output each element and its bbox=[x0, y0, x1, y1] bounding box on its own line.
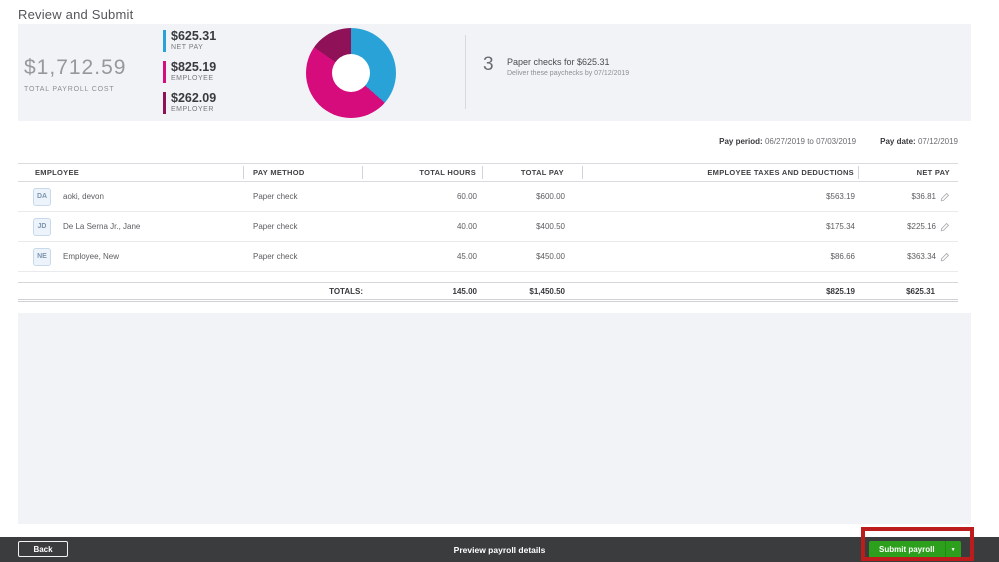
table-row: DA aoki, devon Paper check 60.00 $600.00… bbox=[18, 182, 958, 212]
legend-amount: $825.19 bbox=[171, 60, 217, 74]
total-payroll-cost: $1,712.59 TOTAL PAYROLL COST bbox=[24, 56, 126, 93]
lower-background-area bbox=[18, 313, 971, 524]
legend-label: EMPLOYEE bbox=[171, 75, 214, 82]
submit-dropdown-arrow[interactable]: ▼ bbox=[944, 541, 961, 558]
legend-color-bar bbox=[163, 61, 166, 83]
legend-item-net-pay: $625.31 NET PAY bbox=[163, 30, 216, 54]
column-header-total-hours: TOTAL HOURS bbox=[363, 166, 483, 179]
legend-label: EMPLOYER bbox=[171, 106, 214, 113]
payroll-summary-panel: $1,712.59 TOTAL PAYROLL COST $625.31 NET… bbox=[18, 24, 971, 121]
avatar: JD bbox=[33, 217, 51, 236]
table-totals-row: TOTALS: 145.00 $1,450.50 $825.19 $625.31 bbox=[18, 282, 958, 302]
panel-divider bbox=[465, 35, 466, 109]
totals-hours: 145.00 bbox=[452, 286, 477, 296]
net-pay-cell: $225.16 bbox=[859, 222, 958, 232]
taxes-deductions-cell: $563.19 bbox=[826, 192, 855, 201]
totals-taxes: $825.19 bbox=[826, 286, 855, 296]
total-hours-cell: 45.00 bbox=[456, 252, 477, 261]
column-header-total-pay: TOTAL PAY bbox=[483, 166, 583, 179]
table-gap-row bbox=[18, 272, 958, 282]
legend-amount: $625.31 bbox=[171, 29, 217, 43]
employee-name: De La Serna Jr., Jane bbox=[63, 222, 141, 231]
total-hours-cell: 60.00 bbox=[456, 192, 477, 201]
pay-date: Pay date: 07/12/2019 bbox=[880, 137, 958, 146]
pay-date-value: 07/12/2019 bbox=[917, 137, 958, 146]
employee-cell: JD De La Serna Jr., Jane bbox=[18, 217, 244, 236]
column-header-pay-method: PAY METHOD bbox=[244, 166, 363, 179]
edit-net-pay-icon[interactable] bbox=[940, 252, 950, 262]
column-header-taxes-deductions: EMPLOYEE TAXES AND DEDUCTIONS bbox=[583, 166, 859, 179]
taxes-deductions-cell: $175.34 bbox=[826, 222, 855, 231]
submit-payroll-label[interactable]: Submit payroll bbox=[879, 545, 935, 554]
net-pay-cell: $36.81 bbox=[859, 192, 958, 202]
table-row: JD De La Serna Jr., Jane Paper check 40.… bbox=[18, 212, 958, 242]
back-button[interactable]: Back bbox=[18, 541, 68, 557]
payroll-legend: $625.31 NET PAY $825.19 EMPLOYEE $262.09… bbox=[163, 30, 216, 123]
edit-net-pay-icon[interactable] bbox=[940, 192, 950, 202]
totals-label: TOTALS: bbox=[329, 286, 363, 296]
totals-pay: $1,450.50 bbox=[529, 286, 565, 296]
paper-checks-title: Paper checks for $625.31 bbox=[507, 57, 610, 67]
legend-item-employer: $262.09 EMPLOYER bbox=[163, 92, 216, 116]
employee-name: aoki, devon bbox=[63, 192, 104, 201]
net-pay-value: $225.16 bbox=[907, 222, 936, 231]
employee-name: Employee, New bbox=[63, 252, 120, 261]
table-row: NE Employee, New Paper check 45.00 $450.… bbox=[18, 242, 958, 272]
pay-date-label: Pay date: bbox=[880, 137, 916, 146]
legend-color-bar bbox=[163, 92, 166, 114]
avatar: NE bbox=[33, 247, 51, 266]
preview-payroll-details-link[interactable]: Preview payroll details bbox=[453, 544, 546, 555]
legend-amount: $262.09 bbox=[171, 91, 217, 105]
paper-checks-subtitle: Deliver these paychecks by 07/12/2019 bbox=[507, 70, 630, 77]
payroll-table: EMPLOYEE PAY METHOD TOTAL HOURS TOTAL PA… bbox=[18, 163, 958, 302]
donut-hole bbox=[332, 54, 370, 92]
payroll-donut-chart bbox=[306, 28, 396, 118]
employee-cell: DA aoki, devon bbox=[18, 187, 244, 206]
footer-bar: Back Preview payroll details bbox=[0, 537, 999, 562]
submit-payroll-button[interactable]: Submit payroll ▼ bbox=[869, 541, 961, 558]
pay-method-cell: Paper check bbox=[253, 192, 298, 201]
chevron-down-icon: ▼ bbox=[950, 546, 956, 553]
net-pay-value: $36.81 bbox=[911, 192, 936, 201]
avatar: DA bbox=[33, 187, 51, 206]
total-pay-cell: $600.00 bbox=[536, 192, 565, 201]
total-pay-cell: $450.00 bbox=[536, 252, 565, 261]
totals-net: $625.31 bbox=[906, 286, 935, 296]
legend-label: NET PAY bbox=[171, 44, 204, 51]
total-hours-cell: 40.00 bbox=[456, 222, 477, 231]
table-header-row: EMPLOYEE PAY METHOD TOTAL HOURS TOTAL PA… bbox=[18, 163, 958, 182]
column-header-net-pay: NET PAY bbox=[916, 168, 950, 177]
total-pay-cell: $400.50 bbox=[536, 222, 565, 231]
pay-method-cell: Paper check bbox=[253, 222, 298, 231]
net-pay-value: $363.34 bbox=[907, 252, 936, 261]
total-payroll-label: TOTAL PAYROLL COST bbox=[24, 86, 115, 93]
legend-item-employee: $825.19 EMPLOYEE bbox=[163, 61, 216, 85]
pay-period-label: Pay period: bbox=[719, 137, 763, 146]
paper-checks-count: 3 bbox=[483, 54, 494, 75]
page-title: Review and Submit bbox=[18, 7, 134, 22]
column-header-employee: EMPLOYEE bbox=[18, 166, 244, 179]
pay-period-value: 06/27/2019 to 07/03/2019 bbox=[764, 137, 857, 146]
pay-method-cell: Paper check bbox=[253, 252, 298, 261]
net-pay-cell: $363.34 bbox=[859, 252, 958, 262]
edit-net-pay-icon[interactable] bbox=[940, 222, 950, 232]
pay-info-line: Pay period: 06/27/2019 to 07/03/2019 Pay… bbox=[719, 137, 958, 146]
legend-color-bar bbox=[163, 30, 166, 52]
paper-checks-info: Paper checks for $625.31 Deliver these p… bbox=[507, 57, 629, 77]
employee-cell: NE Employee, New bbox=[18, 247, 244, 266]
total-payroll-amount: $1,712.59 bbox=[24, 56, 127, 79]
taxes-deductions-cell: $86.66 bbox=[830, 252, 855, 261]
pay-period: Pay period: 06/27/2019 to 07/03/2019 bbox=[719, 137, 856, 146]
